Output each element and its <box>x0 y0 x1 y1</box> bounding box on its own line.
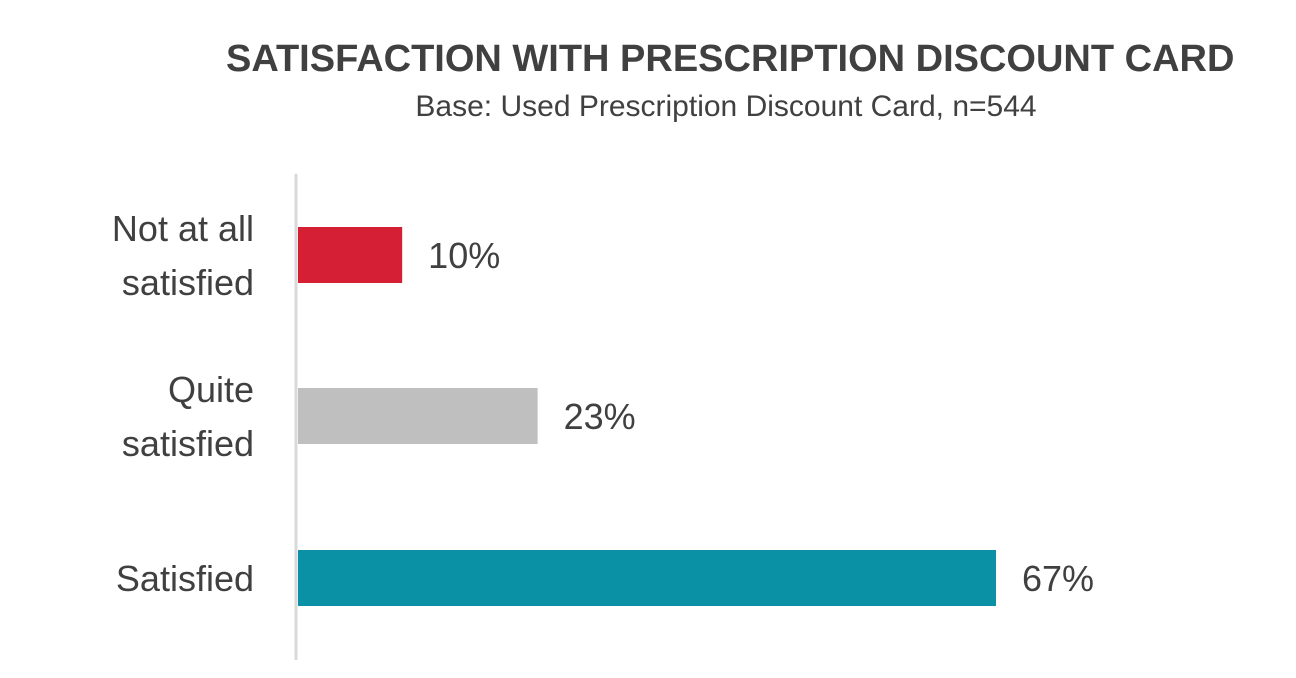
category-label-2-line-0: Satisfied <box>116 558 254 599</box>
chart-title: SATISFACTION WITH PRESCRIPTION DISCOUNT … <box>226 38 1235 80</box>
category-label-1-line-0: Quite <box>168 369 254 410</box>
value-label-2: 67% <box>1022 558 1094 599</box>
chart-subtitle: Base: Used Prescription Discount Card, n… <box>415 90 1037 123</box>
category-label-2: Satisfied <box>116 558 254 599</box>
bar-0 <box>298 227 403 283</box>
value-label-0: 10% <box>428 235 500 276</box>
bar-2 <box>298 550 996 606</box>
category-label-1-line-1: satisfied <box>122 423 254 464</box>
value-label-1: 23% <box>564 396 636 437</box>
bar-1 <box>298 388 538 444</box>
category-label-0: Not at all satisfied <box>112 208 254 303</box>
category-label-0-line-0: Not at all <box>112 208 254 249</box>
category-label-1: Quite satisfied <box>122 369 254 464</box>
category-label-0-line-1: satisfied <box>122 262 254 303</box>
